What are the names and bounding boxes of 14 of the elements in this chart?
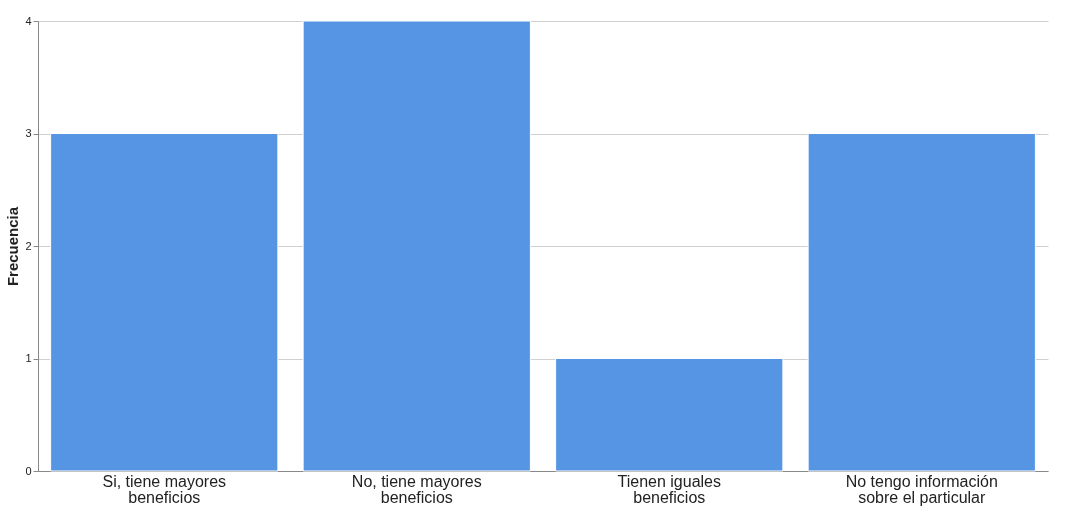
y-tick-label: 0 (25, 464, 32, 477)
y-tick-label: 3 (25, 127, 32, 139)
y-axis-title: Frecuencia (4, 206, 22, 287)
x-tick-label: Si, tiene mayores beneficios (102, 472, 227, 506)
bar (302, 20, 531, 472)
y-tick-label: 4 (25, 14, 32, 27)
bar (555, 358, 784, 472)
y-tick-label: 2 (25, 239, 32, 252)
bar (807, 133, 1036, 472)
x-tick-label: Tienen iguales beneficios (617, 472, 721, 506)
y-tick-label: 1 (25, 352, 32, 364)
bar (50, 133, 279, 472)
x-tick-label: No tengo información sobre el particular (845, 472, 998, 506)
x-tick-label: No, tiene mayores beneficios (351, 472, 482, 506)
